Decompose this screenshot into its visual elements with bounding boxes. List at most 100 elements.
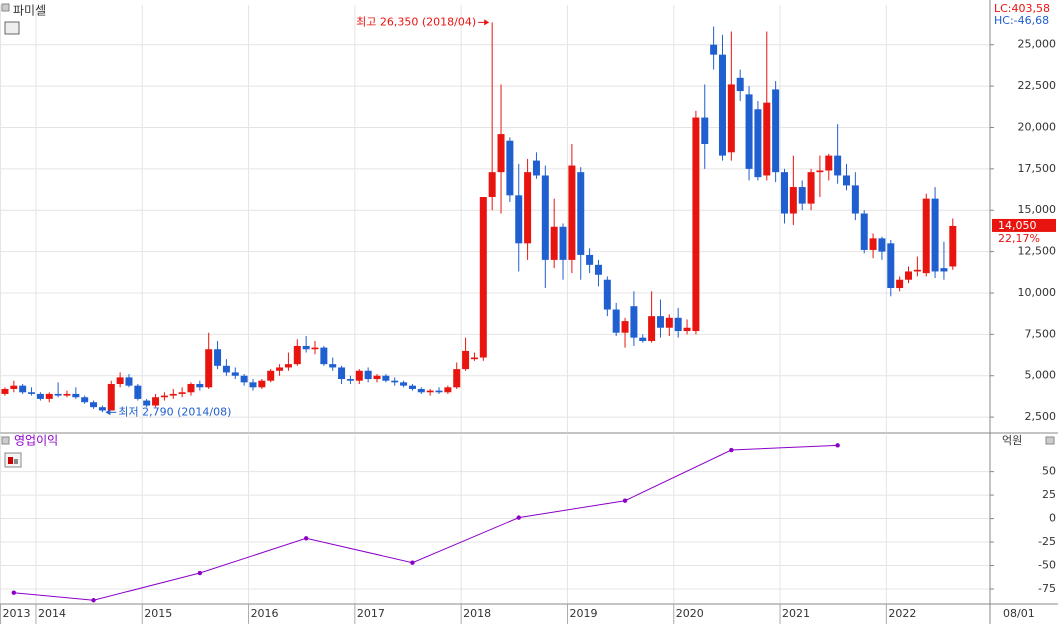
line-point	[622, 498, 628, 503]
candle-body	[825, 155, 833, 171]
panel-icon[interactable]	[1, 3, 10, 12]
candle-body	[860, 213, 868, 250]
candle-body	[718, 54, 726, 156]
y-tick-label: -25	[1038, 535, 1056, 548]
candle-body	[816, 170, 824, 173]
indicator-label: HC:-46,68	[994, 14, 1049, 27]
candle-body	[515, 195, 523, 244]
candle-body	[134, 385, 142, 399]
candle-body	[391, 380, 399, 383]
candle-body	[36, 393, 44, 399]
candle-body	[72, 393, 80, 398]
candle-body	[772, 89, 780, 173]
line-point	[516, 515, 521, 520]
line-point	[197, 570, 203, 576]
candle-body	[178, 392, 186, 394]
candle-body	[160, 395, 168, 398]
candle-body	[45, 393, 53, 399]
candle-body	[54, 393, 62, 396]
y-tick-label: 12,500	[1018, 245, 1057, 258]
candle-body	[603, 279, 611, 310]
candle-body	[214, 349, 222, 366]
candle-body	[656, 316, 664, 328]
candle-body	[453, 369, 461, 388]
candle-body	[763, 102, 771, 176]
candle-body	[949, 225, 957, 267]
candle-body	[400, 382, 408, 386]
candle-body	[639, 337, 647, 341]
candle-body	[81, 397, 89, 403]
y-tick-label: -50	[1038, 559, 1056, 572]
line-point	[729, 447, 734, 453]
x-tick-label: 2020	[676, 607, 704, 620]
change-label: 22,17%	[998, 232, 1040, 245]
candle-body	[648, 316, 656, 341]
candle-body	[683, 327, 691, 332]
chart-title: 파미셀	[13, 4, 46, 18]
y-tick-label: 17,500	[1018, 162, 1057, 175]
candle-body	[940, 268, 948, 272]
x-tick-label: 2018	[463, 607, 491, 620]
indicator-label: LC:403,58	[994, 2, 1050, 15]
y-unit: 억원	[1002, 434, 1022, 447]
line-point	[835, 443, 840, 448]
candle-body	[107, 384, 115, 411]
candle-body	[320, 347, 328, 365]
candle-body	[364, 370, 372, 380]
candle-body	[276, 367, 284, 371]
candle-body	[426, 390, 434, 393]
candle-body	[621, 321, 629, 333]
y-tick-label: 5,000	[1025, 369, 1057, 382]
x-tick-label: 2014	[38, 607, 66, 620]
y-tick-label: 25	[1042, 488, 1056, 501]
candle-body	[878, 238, 886, 252]
candle-body	[98, 407, 106, 411]
candle-body	[568, 165, 576, 260]
candle-body	[701, 117, 709, 145]
low-annotation: 최저 2,790 (2014/08)	[118, 405, 231, 418]
candle-body	[577, 172, 585, 255]
candle-body	[745, 94, 753, 169]
candle-body	[205, 349, 213, 388]
candle-body	[470, 357, 478, 360]
table-icon[interactable]	[4, 21, 20, 35]
x-tick-label: 2016	[251, 607, 279, 620]
candle-body	[373, 375, 381, 380]
candle-body	[586, 254, 594, 265]
candle-body	[692, 117, 700, 332]
y-tick-label: 2,500	[1025, 410, 1057, 423]
candle-body	[754, 109, 762, 178]
candle-body	[842, 175, 850, 186]
grid	[0, 5, 990, 604]
candle-body	[869, 238, 877, 250]
panel-icon[interactable]	[1, 436, 10, 445]
x-tick-label: 2017	[357, 607, 385, 620]
y-tick-label: 15,000	[1018, 203, 1057, 216]
panel-button[interactable]	[1045, 436, 1055, 445]
candle-body	[736, 77, 744, 92]
y-tick-label: -75	[1038, 582, 1056, 595]
candle-body	[780, 172, 788, 214]
candle-body	[382, 375, 390, 381]
candle-body	[550, 226, 558, 260]
candle-body	[887, 243, 895, 289]
y-tick-label: 25,000	[1018, 38, 1057, 51]
candle-body	[665, 317, 673, 328]
candle-body	[90, 402, 98, 408]
candle-body	[506, 140, 514, 196]
candle-body	[196, 384, 204, 388]
candle-body	[710, 44, 718, 55]
candle-body	[417, 388, 425, 393]
candle-body	[922, 198, 930, 274]
candle-body	[630, 306, 638, 338]
candle-body	[727, 84, 735, 153]
line-point	[410, 560, 415, 565]
x-tick-label: 2021	[782, 607, 810, 620]
annotation-arrowhead	[484, 19, 490, 26]
candle-body	[541, 175, 549, 260]
y-tick-label: 10,000	[1018, 286, 1057, 299]
candle-body	[408, 385, 416, 389]
candle-body	[594, 264, 602, 275]
candle-body	[798, 187, 806, 204]
